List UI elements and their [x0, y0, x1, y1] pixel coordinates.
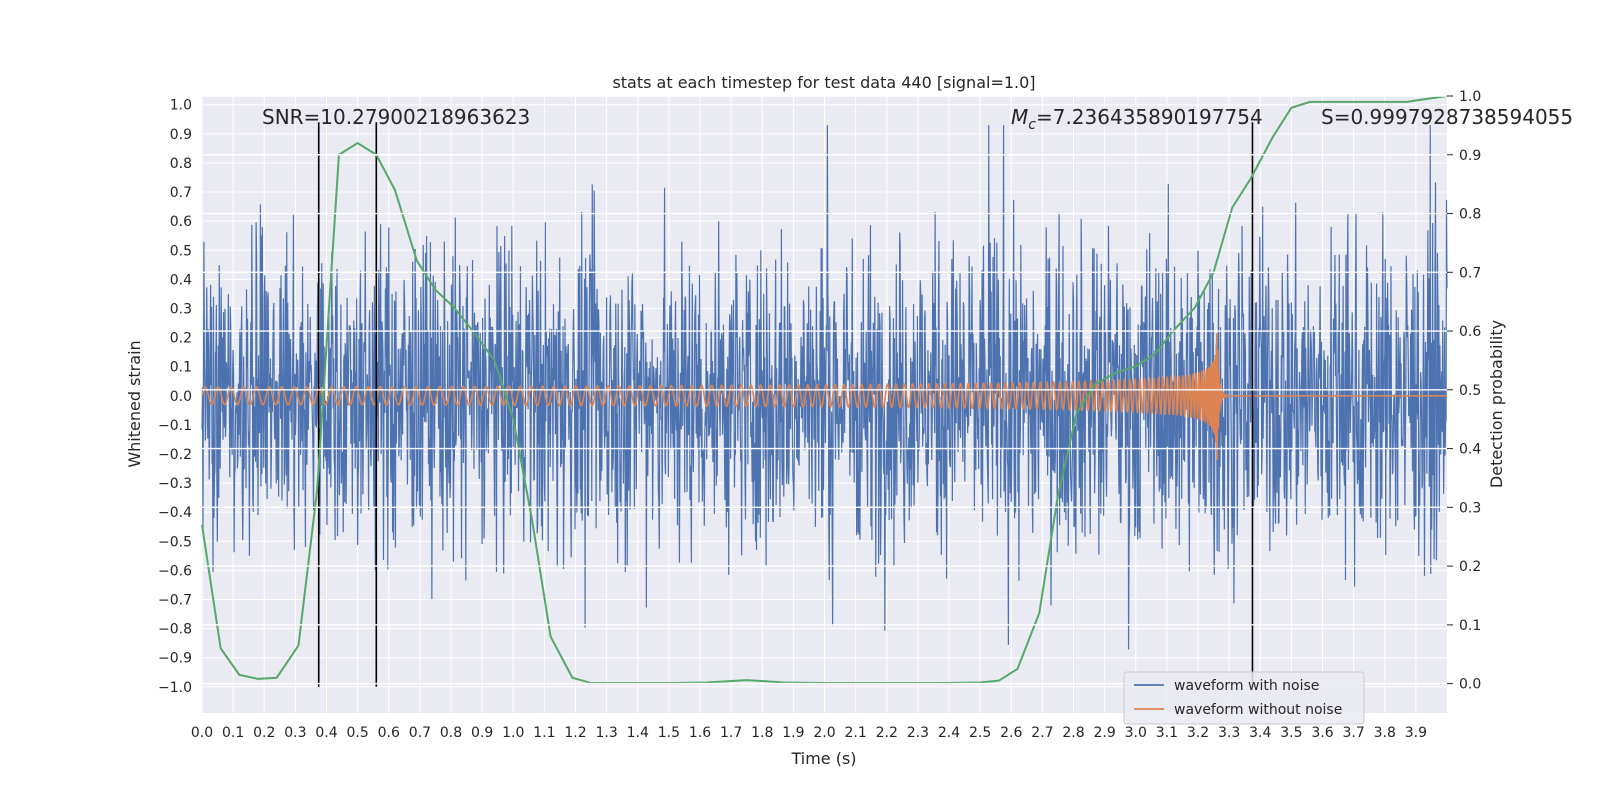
- y2-tick-label: 1.0: [1459, 89, 1481, 105]
- y2-tick-label: 0.5: [1459, 383, 1481, 399]
- x-tick-label: 1.3: [595, 725, 617, 741]
- x-tick-label: 2.6: [1000, 725, 1022, 741]
- y2-tick-label: 0.6: [1459, 324, 1481, 340]
- y2-axis-label: Detection probability: [1487, 320, 1506, 488]
- y-tick-label: −0.5: [158, 534, 192, 550]
- x-tick-label: 2.8: [1062, 725, 1084, 741]
- chirp-mass-symbol: M: [1011, 105, 1028, 129]
- x-tick-label: 0.7: [409, 725, 431, 741]
- x-tick-label: 1.0: [502, 725, 524, 741]
- x-tick-label: 1.8: [751, 725, 773, 741]
- x-tick-label: 1.1: [533, 725, 555, 741]
- x-tick-label: 3.7: [1342, 725, 1364, 741]
- y-tick-label: 0.9: [170, 127, 192, 143]
- x-tick-label: 2.5: [969, 725, 991, 741]
- y-tick-label: 0.7: [170, 185, 192, 201]
- x-tick-label: 1.4: [627, 725, 649, 741]
- x-tick-label: 0.3: [284, 725, 306, 741]
- y-tick-label: −0.1: [158, 418, 192, 434]
- x-tick-label: 0.5: [346, 725, 368, 741]
- x-tick-label: 3.4: [1249, 725, 1271, 741]
- y-tick-label: 0.0: [170, 389, 192, 405]
- detection-probability-line: [201, 95, 1448, 685]
- y-axis-label: Whitened strain: [125, 340, 144, 467]
- x-tick-label: 3.0: [1125, 725, 1147, 741]
- y2-tick-label: 0.8: [1459, 207, 1481, 223]
- y2-tick-label: 0.4: [1459, 442, 1481, 458]
- x-tick-label: 2.1: [844, 725, 866, 741]
- y-tick-label: −1.0: [158, 680, 192, 696]
- y2-tick-label: 0.7: [1459, 265, 1481, 281]
- x-tick-label: 0.8: [440, 725, 462, 741]
- x-tick-label: 1.2: [564, 725, 586, 741]
- y-tick-label: −0.6: [158, 563, 192, 579]
- y2-tick-label: 0.1: [1459, 618, 1481, 634]
- x-axis-label: Time (s): [790, 749, 856, 768]
- x-tick-label: 2.9: [1093, 725, 1115, 741]
- legend-label-clean: waveform without noise: [1174, 702, 1342, 718]
- x-tick-label: 1.9: [782, 725, 804, 741]
- noise-trace: [201, 125, 1448, 650]
- y-tick-label: −0.8: [158, 622, 192, 638]
- x-tick-label: 3.3: [1218, 725, 1240, 741]
- x-tick-label: 0.6: [378, 725, 400, 741]
- x-tick-label: 0.1: [222, 725, 244, 741]
- y-tick-label: 0.3: [170, 301, 192, 317]
- x-tick-label: 2.7: [1031, 725, 1053, 741]
- legend-box: [1123, 671, 1365, 725]
- y2-tick-label: 0.0: [1459, 677, 1481, 693]
- y-tick-label: −0.7: [158, 592, 192, 608]
- y-tick-label: −0.3: [158, 476, 192, 492]
- x-tick-label: 1.5: [658, 725, 680, 741]
- x-tick-label: 0.2: [253, 725, 275, 741]
- snr-annotation: SNR=10.27900218963623: [262, 105, 530, 129]
- s-annotation: S=0.9997928738594055: [1321, 105, 1573, 129]
- chart-title: stats at each timestep for test data 440…: [612, 73, 1035, 92]
- x-tick-label: 2.0: [813, 725, 835, 741]
- y-tick-label: −0.2: [158, 447, 192, 463]
- x-tick-label: 3.5: [1280, 725, 1302, 741]
- series-waveform-with-noise: [201, 125, 1448, 650]
- x-tick-label: 2.2: [876, 725, 898, 741]
- x-tick-label: 3.2: [1187, 725, 1209, 741]
- chirp-mass-subscript: c: [1028, 117, 1036, 133]
- x-tick-label: 2.4: [938, 725, 960, 741]
- chirp-mass-annotation: Mc=7.236435890197754: [1011, 105, 1263, 133]
- x-tick-label: 0.0: [191, 725, 213, 741]
- y-tick-label: −0.4: [158, 505, 192, 521]
- y-tick-label: −0.9: [158, 651, 192, 667]
- ticks: 0.0 0.1 0.2 0.3 0.4 0.5 0.6 0.7 0.8 0.9 1.0 1.1 1.2 1…: [158, 89, 1481, 741]
- y-tick-label: 0.2: [170, 331, 192, 347]
- x-tick-label: 3.6: [1311, 725, 1333, 741]
- y-tick-label: 0.8: [170, 156, 192, 172]
- x-tick-label: 3.9: [1405, 725, 1427, 741]
- y2-tick-label: 0.2: [1459, 559, 1481, 575]
- x-tick-label: 1.6: [689, 725, 711, 741]
- x-tick-label: 0.4: [315, 725, 337, 741]
- x-tick-label: 1.7: [720, 725, 742, 741]
- x-tick-label: 0.9: [471, 725, 493, 741]
- y2-tick-label: 0.9: [1459, 148, 1481, 164]
- x-tick-label: 3.8: [1374, 725, 1396, 741]
- chirp-mass-value: =7.236435890197754: [1036, 105, 1263, 129]
- legend: waveform with noise waveform without noi…: [1123, 671, 1365, 725]
- y-tick-label: 0.1: [170, 360, 192, 376]
- legend-label-noise: waveform with noise: [1174, 678, 1319, 694]
- y-tick-label: 0.5: [170, 243, 192, 259]
- x-tick-label: 3.1: [1156, 725, 1178, 741]
- y-tick-label: 0.4: [170, 272, 192, 288]
- y-tick-label: 1.0: [170, 98, 192, 114]
- y-tick-label: 0.6: [170, 214, 192, 230]
- y2-tick-label: 0.3: [1459, 500, 1481, 516]
- x-tick-label: 2.3: [907, 725, 929, 741]
